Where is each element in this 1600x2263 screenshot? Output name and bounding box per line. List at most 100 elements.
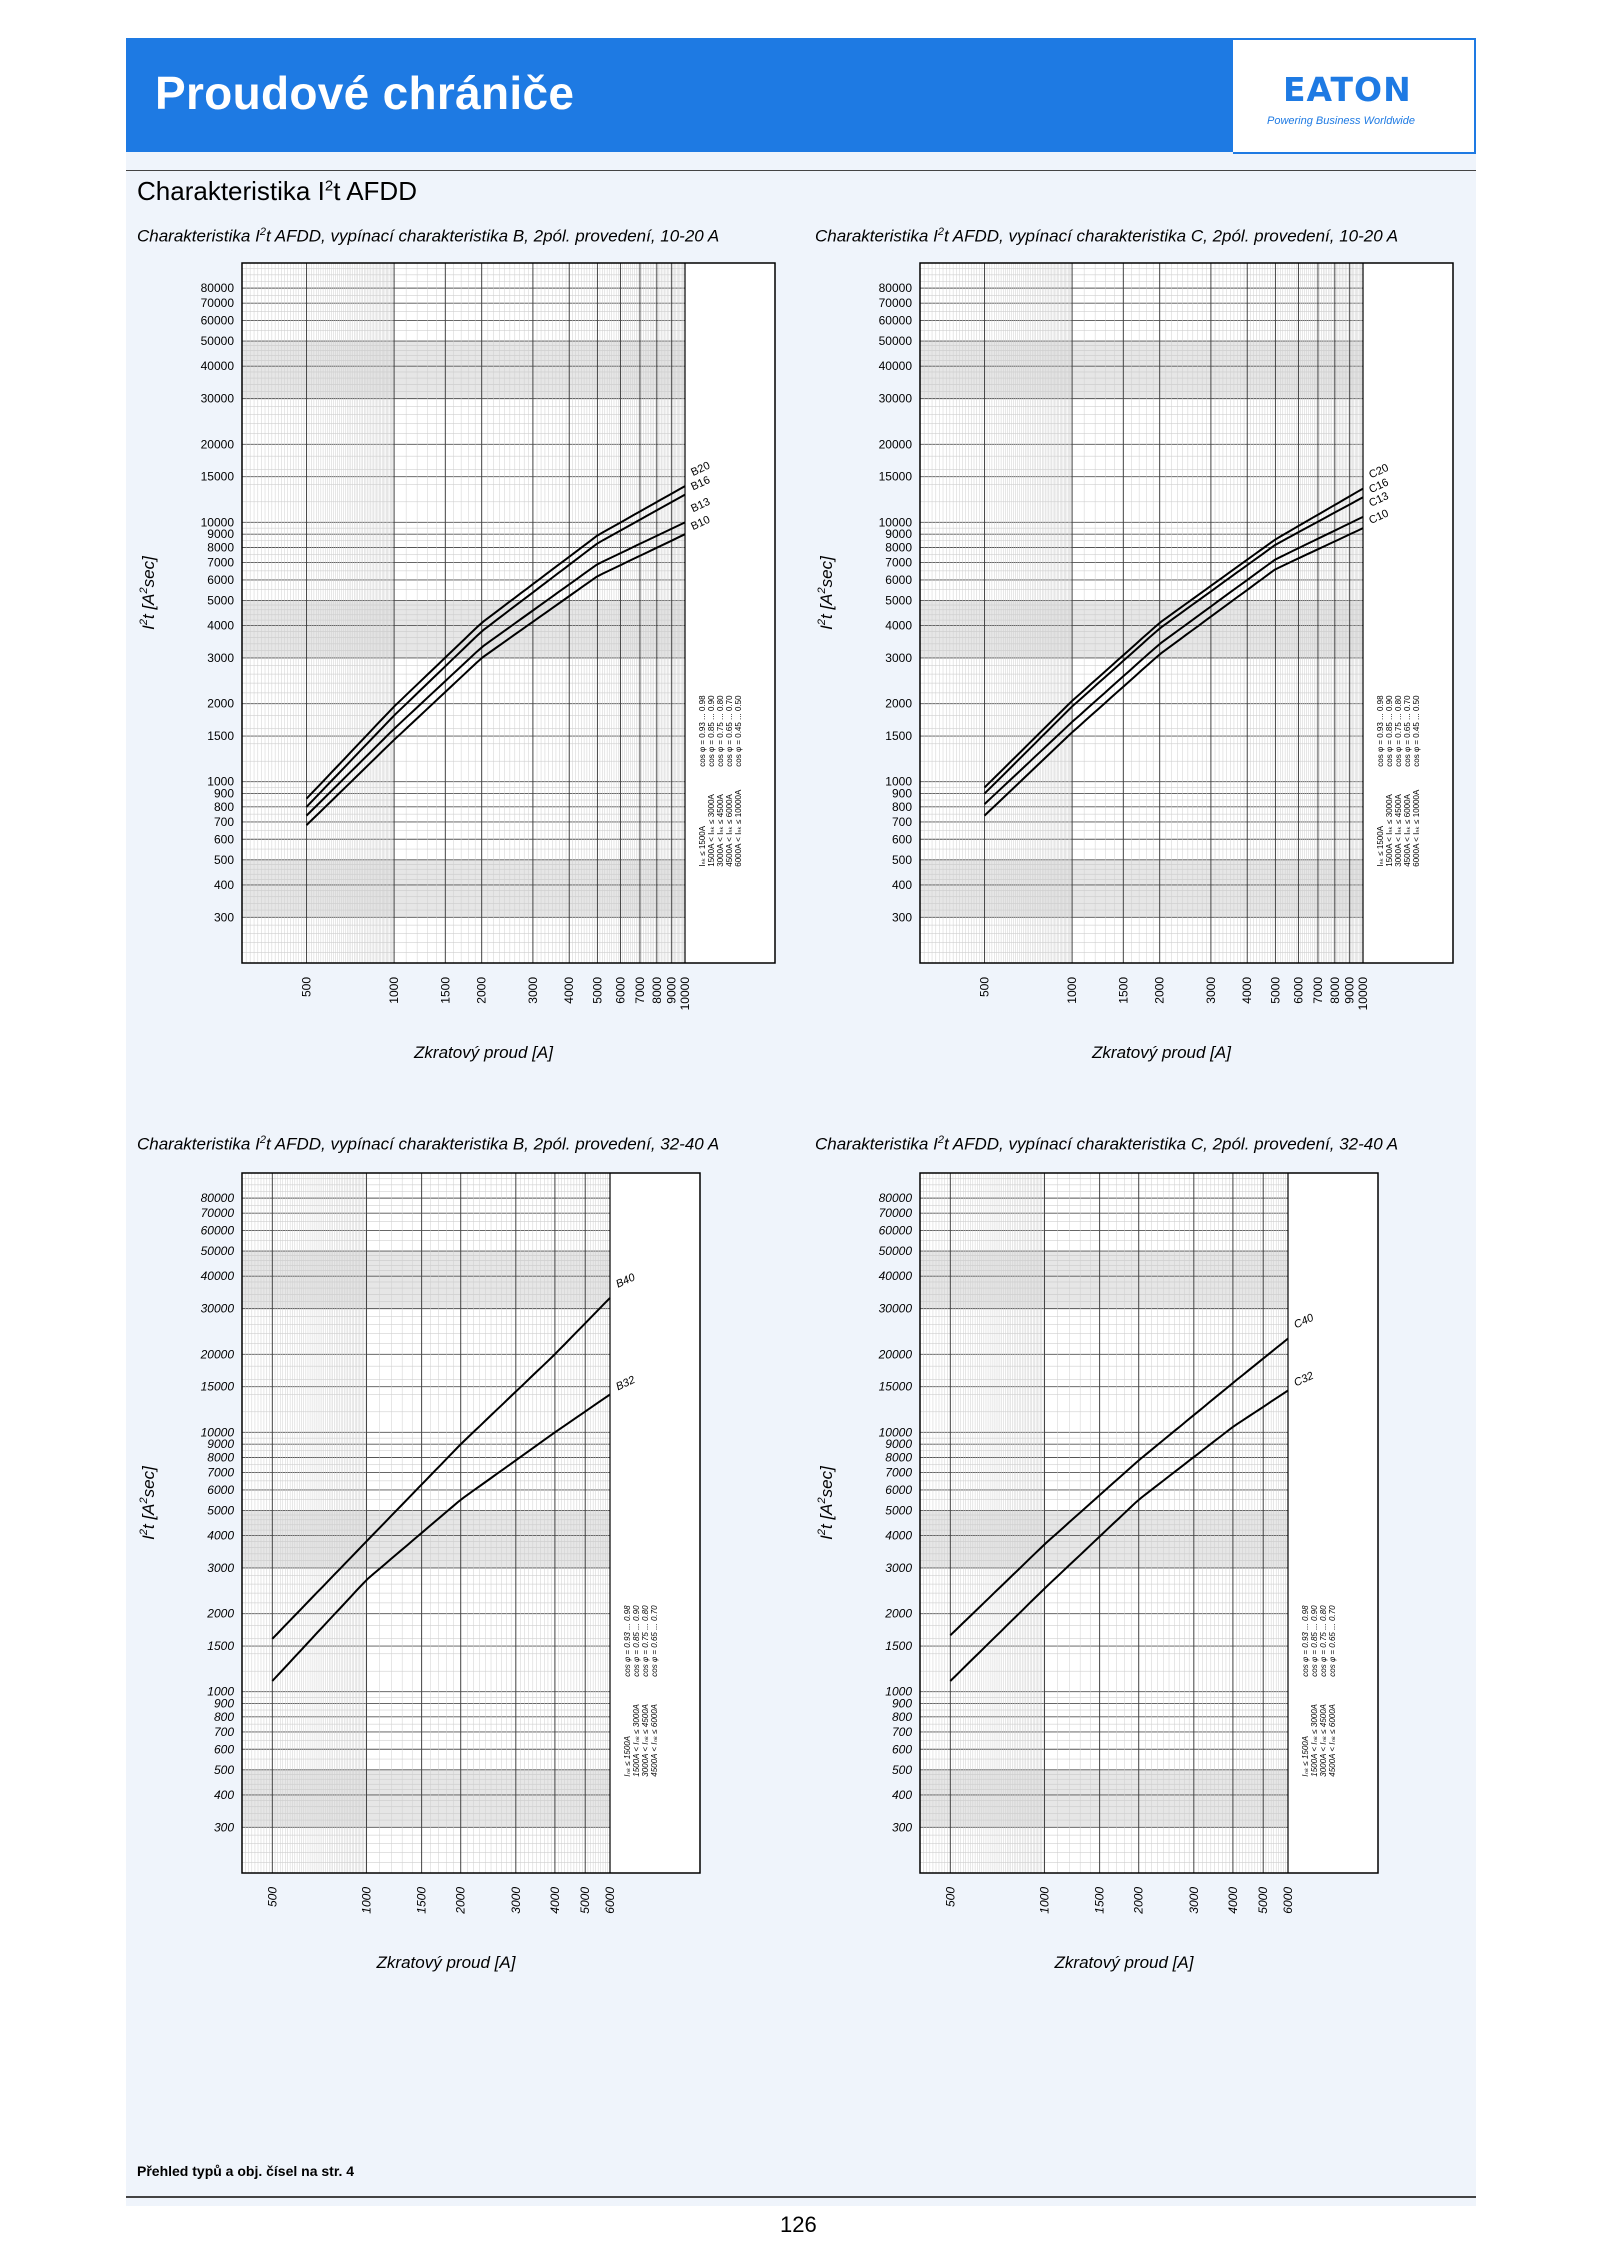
y-tick-label: 60000 — [201, 314, 235, 328]
table-range: Iₙₖ ≤ 1500A — [1376, 825, 1385, 866]
plot-frame — [919, 262, 1454, 964]
x-tick-label: 500 — [265, 1887, 279, 1907]
y-tick-label: 30000 — [201, 392, 235, 406]
y-tick-label: 300 — [892, 910, 912, 924]
table-range: 1500A < Iₙₖ ≤ 3000A — [1310, 1704, 1319, 1777]
y-tick-label: 500 — [892, 853, 912, 867]
top-divider — [126, 170, 1476, 171]
table-cos: cos φ = 0.65 ... 0.70 — [725, 695, 734, 767]
series-group — [271, 1297, 611, 1682]
chart-title-b-10-20: Charakteristika I2t AFDD, vypínací chara… — [137, 226, 719, 247]
y-label-part: t [A — [139, 593, 158, 619]
curve-c32 — [949, 1389, 1289, 1682]
y-tick-label: 60000 — [201, 1224, 235, 1238]
y-tick-label: 8000 — [207, 1450, 234, 1464]
y-tick-label: 60000 — [879, 314, 913, 328]
grid — [242, 1173, 611, 1873]
y-label-part: I — [139, 1535, 158, 1540]
y-tick-label: 1000 — [207, 1685, 234, 1699]
x-tick-label: 5000 — [590, 977, 604, 1004]
y-tick-label: 50000 — [879, 334, 913, 348]
series-group — [949, 1337, 1289, 1682]
y-tick-label: 800 — [214, 800, 234, 814]
x-tick-label: 1500 — [438, 977, 452, 1004]
y-tick-label: 2000 — [884, 1607, 912, 1621]
eaton-logo: EATON Powering Business Worldwide — [1233, 38, 1476, 154]
y-tick-label: 600 — [214, 1742, 234, 1756]
y-tick-label: 5000 — [207, 1503, 234, 1517]
x-tick-label: 2000 — [1132, 1887, 1146, 1915]
x-tick-label: 6000 — [603, 1887, 617, 1914]
chart-title-prefix: Charakteristika I — [137, 1134, 260, 1154]
y-tick-label: 70000 — [879, 296, 913, 310]
series-group — [305, 485, 686, 826]
y-tick-label: 15000 — [879, 1380, 913, 1394]
x-tick-label: 500 — [943, 1887, 957, 1907]
y-tick-label: 8000 — [207, 540, 234, 554]
y-tick-label: 600 — [892, 832, 912, 846]
y-tick-label: 15000 — [879, 470, 913, 484]
x-tick-label: 1000 — [360, 1887, 374, 1914]
table-range: Iₙₖ ≤ 1500A — [698, 825, 707, 866]
table-cos: cos φ = 0.75 ... 0.80 — [1394, 695, 1403, 767]
x-tick-label: 2000 — [1153, 977, 1167, 1004]
y-tick-label: 3000 — [885, 1561, 912, 1575]
y-tick-label: 3000 — [885, 651, 912, 665]
x-tick-label: 9000 — [1343, 977, 1357, 1004]
page-number: 126 — [780, 2212, 817, 2237]
y-tick-label: 70000 — [201, 296, 235, 310]
x-tick-label: 8000 — [1328, 977, 1342, 1004]
x-tick-label: 1500 — [1116, 977, 1130, 1004]
y-tick-label: 70000 — [201, 1206, 235, 1220]
y-tick-label: 1500 — [885, 729, 912, 743]
x-tick-label: 9000 — [665, 977, 679, 1004]
y-tick-label: 7000 — [207, 556, 234, 570]
x-axis-label: Zkratový proud [A] — [413, 1043, 554, 1062]
chart-title-sup: 2 — [259, 1134, 266, 1146]
x-tick-label: 3000 — [526, 977, 540, 1004]
curve-b10 — [305, 533, 686, 826]
y-tick-label: 30000 — [201, 1302, 235, 1316]
y-label-sup: 2 — [816, 1529, 828, 1536]
y-tick-label: 70000 — [879, 1206, 913, 1220]
x-tick-label: 5000 — [1256, 1887, 1270, 1914]
y-tick-label: 8000 — [885, 1450, 912, 1464]
chart-title-prefix: Charakteristika I — [815, 1134, 938, 1154]
x-tick-label: 500 — [978, 977, 992, 997]
x-axis-label: Zkratový proud [A] — [376, 1953, 517, 1972]
chart-title-suffix: t AFDD, vypínací charakteristika C, 2pól… — [943, 226, 1399, 246]
y-label-sup: 2 — [816, 1497, 828, 1504]
y-tick-label: 900 — [214, 787, 234, 801]
section-title-suffix: t AFDD — [333, 176, 417, 206]
y-tick-label: 9000 — [207, 527, 234, 541]
y-label-part: I — [139, 625, 158, 630]
chart-title-sup: 2 — [937, 1134, 944, 1146]
y-axis-label: I2t [A2sec] — [816, 555, 836, 630]
y-tick-label: 40000 — [879, 1269, 913, 1283]
y-label-part: t [A — [817, 1503, 836, 1529]
y-tick-label: 300 — [214, 1820, 234, 1834]
y-tick-label: 9000 — [207, 1437, 234, 1451]
x-axis-label: Zkratový proud [A] — [1091, 1043, 1232, 1062]
x-axis-label: Zkratový proud [A] — [1054, 1953, 1195, 1972]
table-cos: cos φ = 0.45 ... 0.50 — [734, 695, 743, 767]
y-tick-label: 40000 — [201, 1269, 235, 1283]
y-tick-label: 20000 — [201, 437, 235, 451]
y-tick-label: 500 — [892, 1763, 912, 1777]
curve-c20 — [983, 487, 1364, 789]
table-range: Iₙₖ ≤ 1500A — [1301, 1736, 1310, 1777]
y-tick-label: 20000 — [878, 1347, 913, 1361]
table-range: 3000A < Iₙₖ ≤ 4500A — [1319, 1704, 1328, 1777]
y-tick-label: 10000 — [201, 515, 235, 529]
x-tick-label: 3000 — [509, 1887, 523, 1914]
y-tick-label: 1000 — [885, 775, 912, 789]
grid — [242, 263, 686, 963]
y-tick-label: 7000 — [885, 556, 912, 570]
y-tick-label: 20000 — [879, 437, 913, 451]
table-cos: cos φ = 0.85 ... 0.90 — [632, 1605, 641, 1677]
y-tick-label: 700 — [214, 1725, 234, 1739]
table-cos: cos φ = 0.65 ... 0.70 — [650, 1605, 659, 1677]
plot-frame — [919, 1172, 1379, 1874]
chart-title-prefix: Charakteristika I — [815, 226, 938, 246]
